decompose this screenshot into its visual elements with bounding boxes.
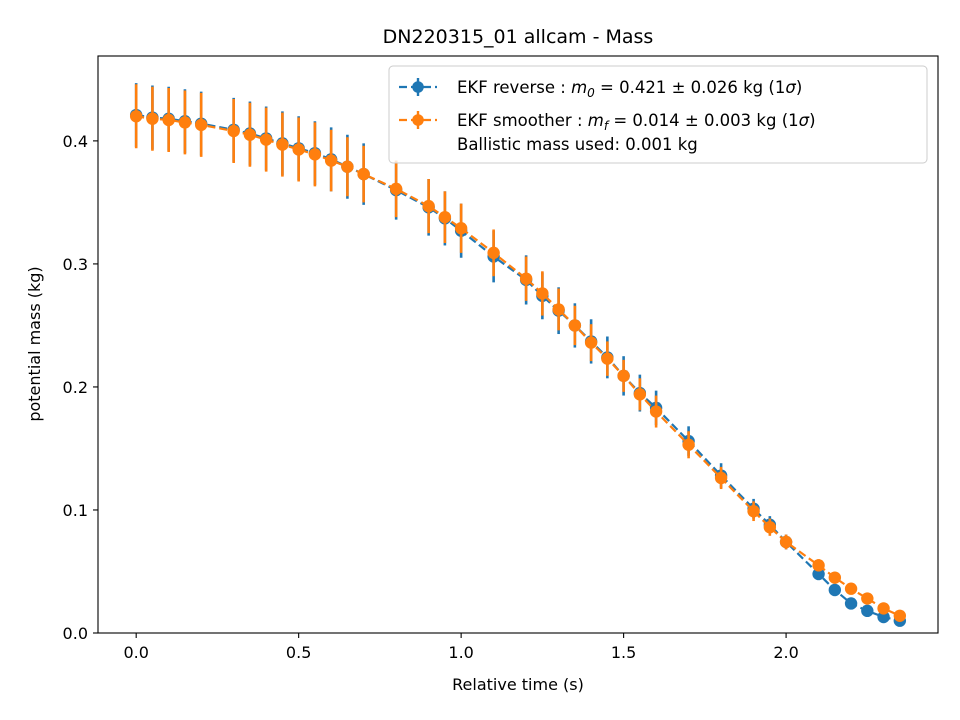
legend-marker-2 — [412, 114, 424, 126]
data-point-1-34 — [812, 567, 825, 581]
data-point-2-23 — [568, 319, 582, 332]
y-tick-label-2: 0.1 — [63, 501, 88, 520]
data-point-2-7 — [243, 128, 257, 141]
data-point-2-18 — [454, 222, 468, 235]
series-group — [129, 83, 907, 627]
data-point-2-39 — [893, 609, 907, 622]
data-point-2-36 — [844, 582, 858, 595]
legend-label-symbol: m — [588, 111, 604, 130]
legend-label-close: ) — [809, 111, 815, 130]
y-tick-label-1: 0.0 — [63, 624, 88, 643]
legend-label-2: EKF smoother : mf = 0.014 ± 0.003 kg (1σ… — [457, 111, 816, 133]
series-2 — [129, 84, 907, 622]
data-point-2-11 — [308, 148, 322, 161]
data-point-1-35 — [828, 583, 842, 597]
data-point-2-31 — [747, 505, 760, 518]
data-point-1-36 — [844, 597, 858, 610]
data-point-1-37 — [861, 604, 874, 618]
data-point-2-34 — [812, 559, 825, 572]
data-point-2-2 — [146, 112, 159, 125]
chart-title: DN220315_01 allcam - Mass — [383, 26, 654, 48]
data-point-2-21 — [536, 287, 549, 300]
data-point-2-28 — [649, 405, 663, 418]
legend-label-suffix: = 0.421 ± 0.026 kg (1 — [595, 78, 786, 97]
legend-box — [388, 65, 928, 164]
y-tick-label-4: 0.3 — [63, 255, 88, 274]
data-point-1-38 — [877, 610, 890, 624]
axes-frame — [97, 55, 939, 634]
legend: EKF reverse : m0 = 0.421 ± 0.026 kg (1σ)… — [388, 65, 928, 164]
x-axis-label: Relative time (s) — [452, 675, 584, 694]
data-point-2-33 — [779, 535, 793, 549]
data-point-2-35 — [828, 571, 842, 584]
x-tick-label-1: 0.0 — [123, 643, 148, 662]
legend-label-sigma: σ — [785, 78, 796, 97]
data-point-2-12 — [324, 154, 338, 167]
legend-label-symbol: m — [571, 78, 587, 97]
data-point-2-8 — [259, 133, 273, 146]
data-point-2-16 — [422, 199, 435, 213]
x-tick-label-2: 0.5 — [286, 643, 311, 662]
data-point-2-22 — [552, 303, 565, 316]
legend-label-prefix: EKF smoother : — [457, 111, 588, 130]
legend-label-suffix: = 0.014 ± 0.003 kg (1 — [608, 111, 799, 130]
y-tick-label-3: 0.2 — [63, 378, 88, 397]
legend-label-sigma: σ — [799, 111, 810, 130]
x-tick-label-4: 1.5 — [611, 643, 636, 662]
y-axis-label: potential mass (kg) — [25, 266, 44, 421]
data-point-2-6 — [227, 124, 240, 138]
data-point-2-13 — [341, 160, 354, 173]
legend-label-extra: Ballistic mass used: 0.001 kg — [457, 135, 698, 154]
legend-label-subscript: f — [604, 119, 610, 133]
data-point-2-29 — [682, 438, 695, 451]
legend-label-prefix: EKF reverse : — [457, 78, 571, 97]
data-point-2-5 — [194, 118, 208, 132]
data-point-2-14 — [357, 167, 370, 181]
data-point-2-37 — [861, 592, 874, 605]
data-point-2-30 — [714, 471, 728, 485]
data-point-2-10 — [292, 143, 305, 156]
data-point-2-3 — [162, 113, 175, 127]
x-tick-label-3: 1.0 — [448, 643, 473, 662]
data-point-2-1 — [129, 110, 143, 123]
legend-marker-1 — [412, 81, 424, 93]
data-point-2-32 — [763, 520, 777, 534]
data-point-2-4 — [178, 116, 192, 129]
data-point-2-15 — [389, 182, 403, 196]
y-tick-label-5: 0.4 — [63, 132, 88, 151]
data-point-2-9 — [276, 138, 289, 151]
legend-label-close: ) — [796, 78, 802, 97]
data-point-2-19 — [487, 246, 500, 260]
data-point-2-26 — [617, 369, 630, 383]
plot-area — [129, 83, 907, 627]
x-tick-label-5: 2.0 — [773, 643, 798, 662]
data-point-2-24 — [584, 336, 598, 349]
data-point-2-27 — [633, 388, 647, 401]
legend-label-subscript: 0 — [587, 86, 595, 100]
axes: 0.0 0.5 1.0 1.5 2.0 0.0 0.1 0.2 0.3 0.4 — [63, 55, 939, 662]
data-point-2-17 — [438, 210, 452, 224]
legend-label-1: EKF reverse : m0 = 0.421 ± 0.026 kg (1σ) — [457, 78, 802, 100]
data-point-2-38 — [877, 602, 890, 615]
data-point-2-25 — [601, 352, 614, 365]
data-point-2-20 — [519, 272, 533, 285]
